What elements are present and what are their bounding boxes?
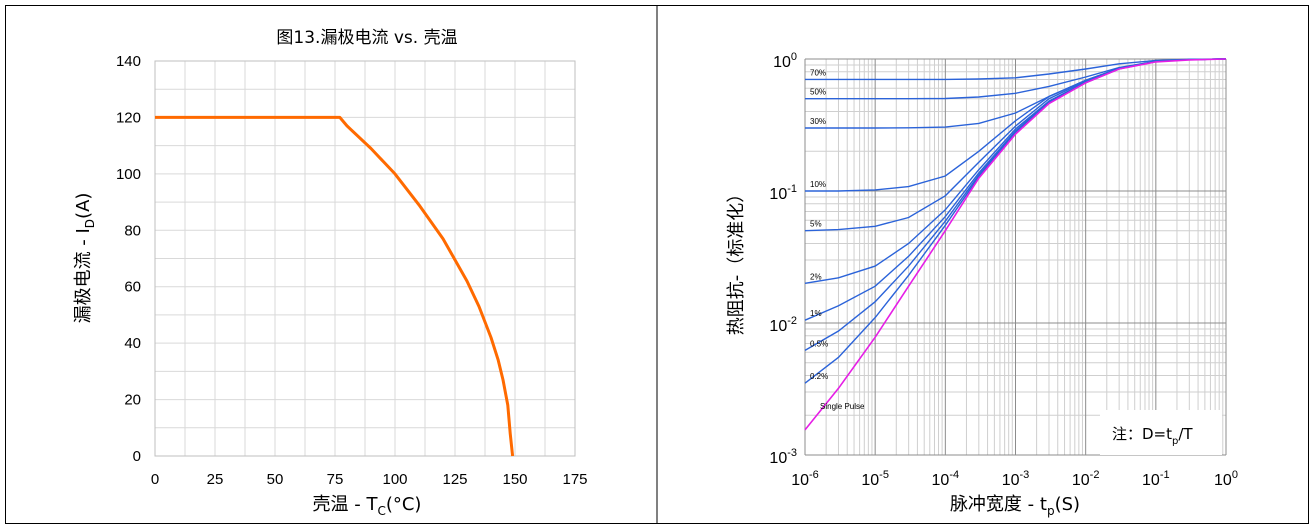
annotation-box xyxy=(1100,410,1222,455)
duty-cycle-label: 5% xyxy=(810,220,822,229)
right-y-tick-labels: 10-3 10-2 10-1 100 xyxy=(769,51,797,467)
duty-cycle-label: 0.2% xyxy=(810,372,828,381)
duty-cycle-label: 50% xyxy=(810,88,826,97)
duty-cycle-label: 30% xyxy=(810,117,826,126)
right-x-tick-label: 100 xyxy=(1214,469,1238,489)
left-x-axis-label: 壳温 - TC(°C) xyxy=(313,494,422,518)
left-y-tick-label: 80 xyxy=(124,222,141,239)
left-x-tick-label: 175 xyxy=(562,471,587,488)
single-pulse-curve xyxy=(804,58,1227,431)
chart-frame: 图13.漏极电流 vs. 壳温 0 25 50 75 100 125 150 175 0 20 4… xyxy=(5,5,1309,524)
right-y-tick-label: 10-3 xyxy=(769,447,797,467)
right-x-tick-label: 10-5 xyxy=(861,469,889,489)
duty-cycle-label: 0.5% xyxy=(810,339,828,348)
left-y-tick-label: 20 xyxy=(124,392,141,409)
duty-cycle-annotation: 注：D=tp/T xyxy=(1112,425,1193,447)
left-y-tick-label: 0 xyxy=(133,448,141,465)
left-y-tick-label: 140 xyxy=(116,53,141,70)
right-x-tick-label: 10-2 xyxy=(1072,469,1100,489)
left-chart-title: 图13.漏极电流 vs. 壳温 xyxy=(276,28,457,48)
right-y-axis-label: 热阻抗-（标准化） xyxy=(726,185,747,336)
right-y-tick-label: 10-1 xyxy=(769,183,797,203)
right-x-tick-label: 10-4 xyxy=(932,469,960,489)
drain-current-line xyxy=(155,115,515,457)
left-y-axis-label: 漏极电流 - ID(A) xyxy=(73,193,97,324)
left-x-tick-label: 125 xyxy=(442,471,467,488)
duty-cycle-label: 2% xyxy=(810,272,822,281)
left-x-tick-label: 150 xyxy=(502,471,527,488)
right-x-tick-labels: 10-6 10-5 10-4 10-3 10-2 10-1 100 xyxy=(791,469,1238,489)
left-plot-border xyxy=(154,60,576,457)
left-y-tick-label: 100 xyxy=(116,166,141,183)
left-x-tick-label: 50 xyxy=(267,471,284,488)
right-x-tick-label: 10-6 xyxy=(791,469,819,489)
left-x-tick-label: 100 xyxy=(382,471,407,488)
right-y-tick-label: 10-2 xyxy=(769,315,797,335)
left-y-tick-label: 40 xyxy=(124,335,141,352)
single-pulse-label: Single Pulse xyxy=(820,402,865,411)
right-series-labels: 70% 50% 30% 10% 5% 2% 1% 0.5% 0.2% Single Pulse xyxy=(810,68,865,411)
right-x-tick-label: 10-3 xyxy=(1002,469,1030,489)
right-x-axis-label: 脉冲宽度 - tp(S) xyxy=(950,494,1080,518)
left-y-tick-labels: 0 20 40 60 80 100 120 140 xyxy=(116,53,141,465)
duty-cycle-curve xyxy=(805,58,1227,81)
left-x-tick-label: 25 xyxy=(207,471,224,488)
right-series xyxy=(804,58,1227,431)
left-y-tick-label: 60 xyxy=(124,279,141,296)
left-series xyxy=(155,115,515,457)
duty-cycle-label: 10% xyxy=(810,180,826,189)
left-x-tick-labels: 0 25 50 75 100 125 150 175 xyxy=(151,471,588,488)
drain-current-vs-case-temp-chart: 图13.漏极电流 vs. 壳温 0 25 50 75 100 125 150 175 0 20 4… xyxy=(73,28,588,518)
thermal-impedance-chart: 10-6 10-5 10-4 10-3 10-2 10-1 100 10-3 10-2 10-1… xyxy=(726,51,1238,518)
right-x-tick-label: 10-1 xyxy=(1142,469,1170,489)
left-x-tick-label: 75 xyxy=(327,471,344,488)
left-y-tick-label: 120 xyxy=(116,109,141,126)
left-x-tick-label: 0 xyxy=(151,471,159,488)
duty-cycle-label: 70% xyxy=(810,68,826,77)
right-y-tick-label: 100 xyxy=(773,51,797,71)
duty-cycle-label: 1% xyxy=(810,309,822,318)
